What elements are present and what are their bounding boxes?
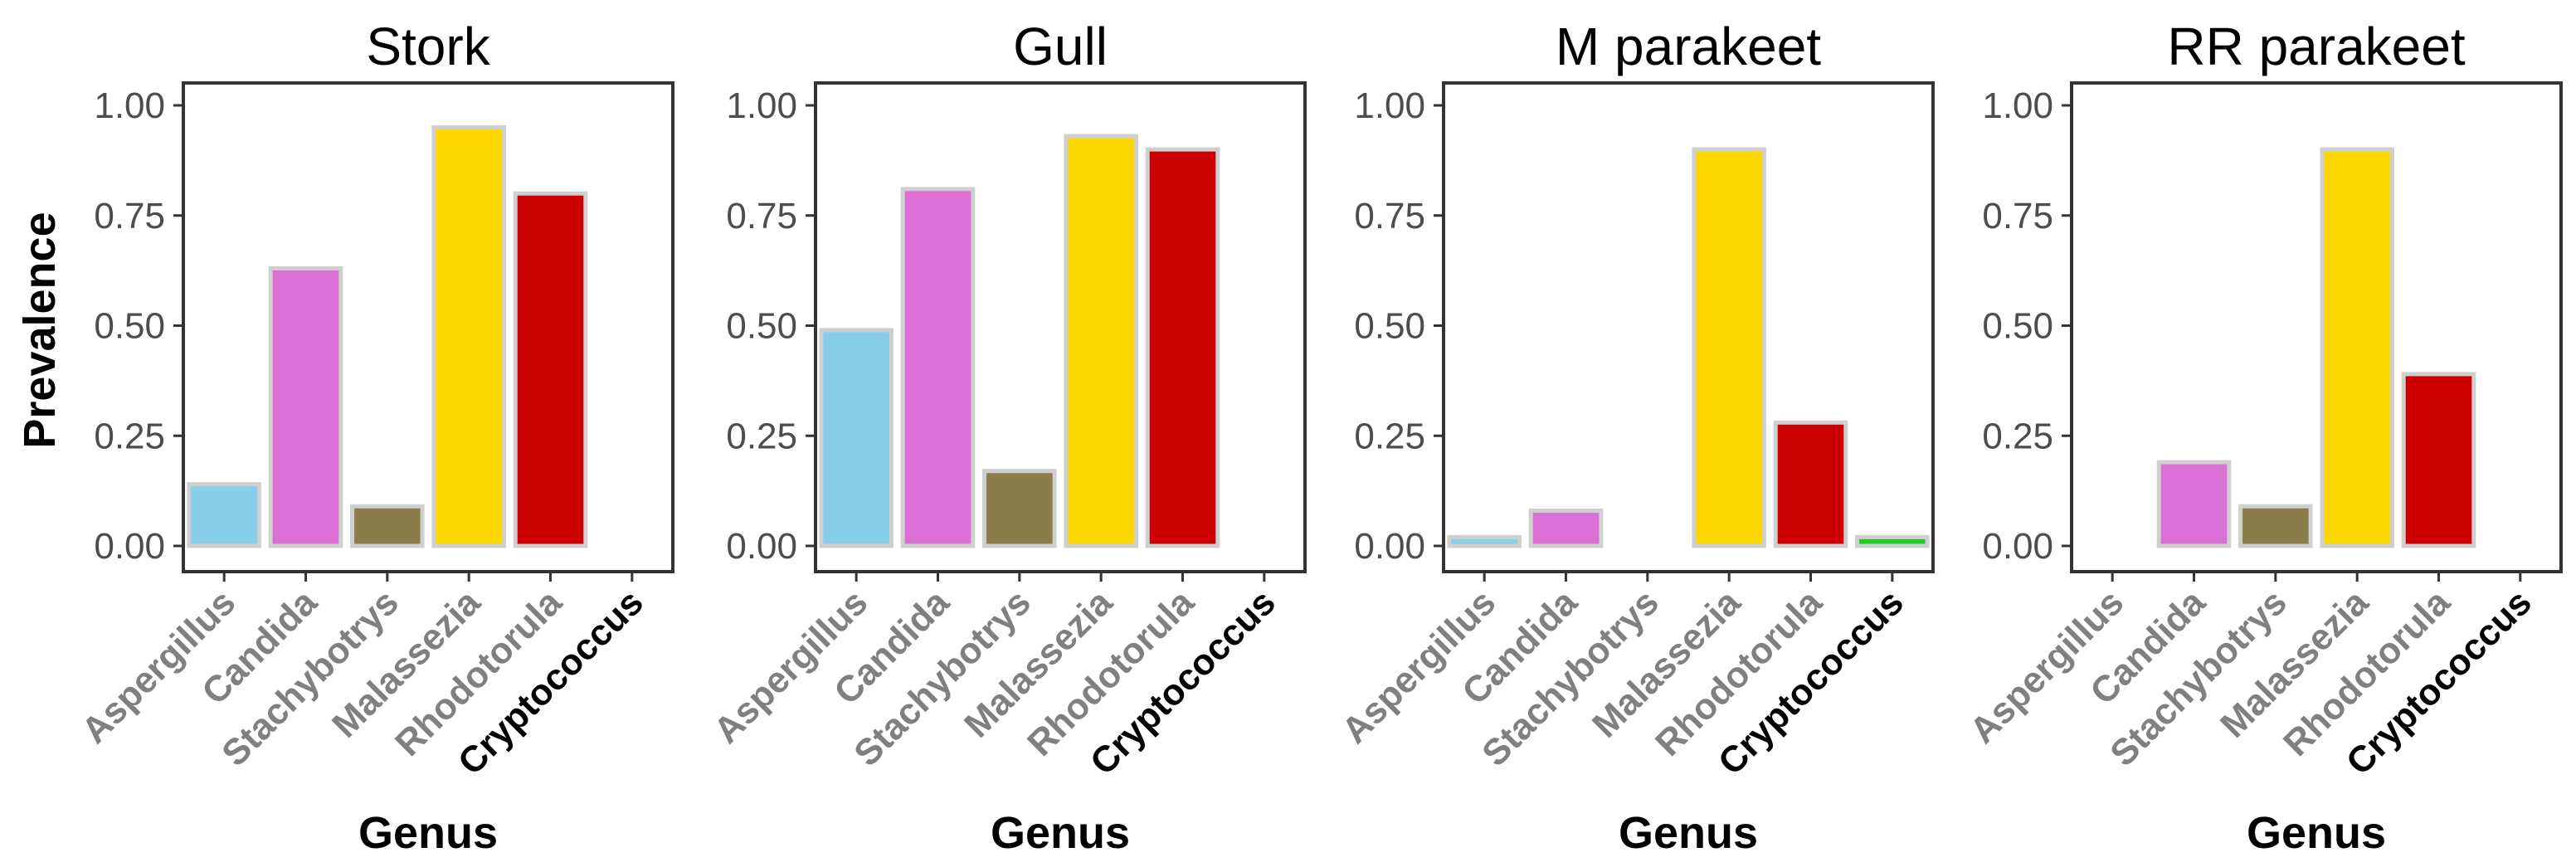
y-tick-label: 0.25 [94,416,165,456]
x-axis-title: Genus [1619,808,1758,858]
panel-1: Gull0.000.250.500.751.00AspergillusCandi… [706,17,1307,858]
y-tick-label: 0.50 [1354,306,1425,347]
panel-border [2070,81,2563,573]
y-tick-label: 0.75 [1982,196,2053,236]
panel-title: M parakeet [1556,17,1821,76]
x-axis-title: Genus [358,808,498,858]
y-tick-label: 0.75 [1354,196,1425,236]
panel-border [182,81,674,573]
bar-malassezia [1064,134,1138,548]
y-tick-label: 0.50 [726,306,797,347]
bar-stachybotrys [350,504,425,548]
bar-aspergillus [819,328,894,548]
x-axis-title: Genus [2247,808,2386,858]
panel-border [1442,81,1935,573]
bar-malassezia [431,125,506,548]
bar-rhodotorula [2401,372,2476,548]
y-axis-title: Prevalence [15,212,65,448]
y-tick-label: 0.00 [1982,526,2053,567]
y-tick-label: 0.25 [726,416,797,456]
bar-candida [900,187,976,548]
bar-malassezia [1692,147,1766,548]
y-tick-label: 1.00 [94,85,165,126]
y-tick-label: 1.00 [1982,85,2053,126]
y-tick-label: 0.50 [94,306,165,347]
panel-2: M parakeet0.000.250.500.751.00Aspergillu… [1334,17,1935,858]
y-tick-label: 0.25 [1982,416,2053,456]
bar-rhodotorula [1773,420,1848,548]
bar-aspergillus [1447,534,1522,548]
bar-cryptococcus [1855,534,1930,548]
panel-title: Gull [1013,17,1108,76]
y-tick-label: 1.00 [726,85,797,126]
y-tick-label: 0.75 [726,196,797,236]
panel-title: RR parakeet [2167,17,2466,76]
y-tick-label: 0.50 [1982,306,2053,347]
y-tick-label: 0.25 [1354,416,1425,456]
bar-aspergillus [187,482,261,548]
bar-stachybotrys [982,469,1057,548]
panel-3: RR parakeet0.000.250.500.751.00Aspergill… [1962,17,2563,858]
y-tick-label: 0.75 [94,196,165,236]
y-tick-label: 1.00 [1354,85,1425,126]
y-tick-label: 0.00 [94,526,165,567]
bar-rhodotorula [1145,147,1220,548]
panel-border [814,81,1307,573]
bar-malassezia [2320,147,2394,548]
panel-0: Stork0.000.250.500.751.00AspergillusCand… [74,17,674,858]
bar-candida [268,265,343,548]
bar-rhodotorula [513,191,588,548]
y-tick-label: 0.00 [726,526,797,567]
bar-stachybotrys [2238,504,2313,548]
panel-title: Stork [366,17,490,76]
bar-candida [1528,509,1604,548]
bar-candida [2156,460,2232,548]
y-tick-label: 0.00 [1354,526,1425,567]
x-axis-title: Genus [991,808,1130,858]
